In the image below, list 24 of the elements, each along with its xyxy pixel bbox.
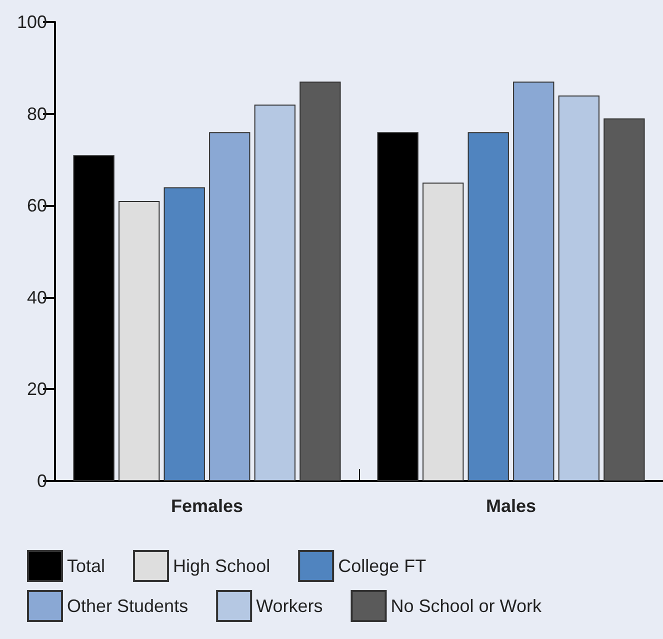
legend-label: Workers: [256, 596, 323, 616]
y-tick-label: 60: [26, 196, 47, 216]
y-tick-label: 20: [26, 379, 47, 400]
y-tick-label: 80: [26, 104, 47, 124]
bar: [209, 132, 250, 481]
bar: [118, 201, 160, 481]
legend-label: College FT: [338, 556, 426, 576]
bar: [558, 95, 600, 481]
legend-label: Other Students: [67, 596, 188, 616]
bar: [164, 187, 205, 481]
legend-label: No School or Work: [390, 596, 542, 616]
bar: [300, 82, 341, 481]
y-tick-label: 100: [16, 12, 47, 32]
bar: [604, 118, 645, 481]
bar: [254, 104, 296, 481]
y-tick-label: 0: [36, 471, 47, 491]
legend-label: High School: [173, 556, 270, 576]
bar: [468, 132, 509, 481]
legend-label: Total: [67, 556, 106, 576]
x-tick-label: Males: [486, 496, 536, 516]
bar: [422, 182, 464, 481]
bar: [513, 82, 554, 481]
x-tick-label: Females: [170, 496, 244, 516]
y-tick-label: 40: [26, 287, 47, 308]
